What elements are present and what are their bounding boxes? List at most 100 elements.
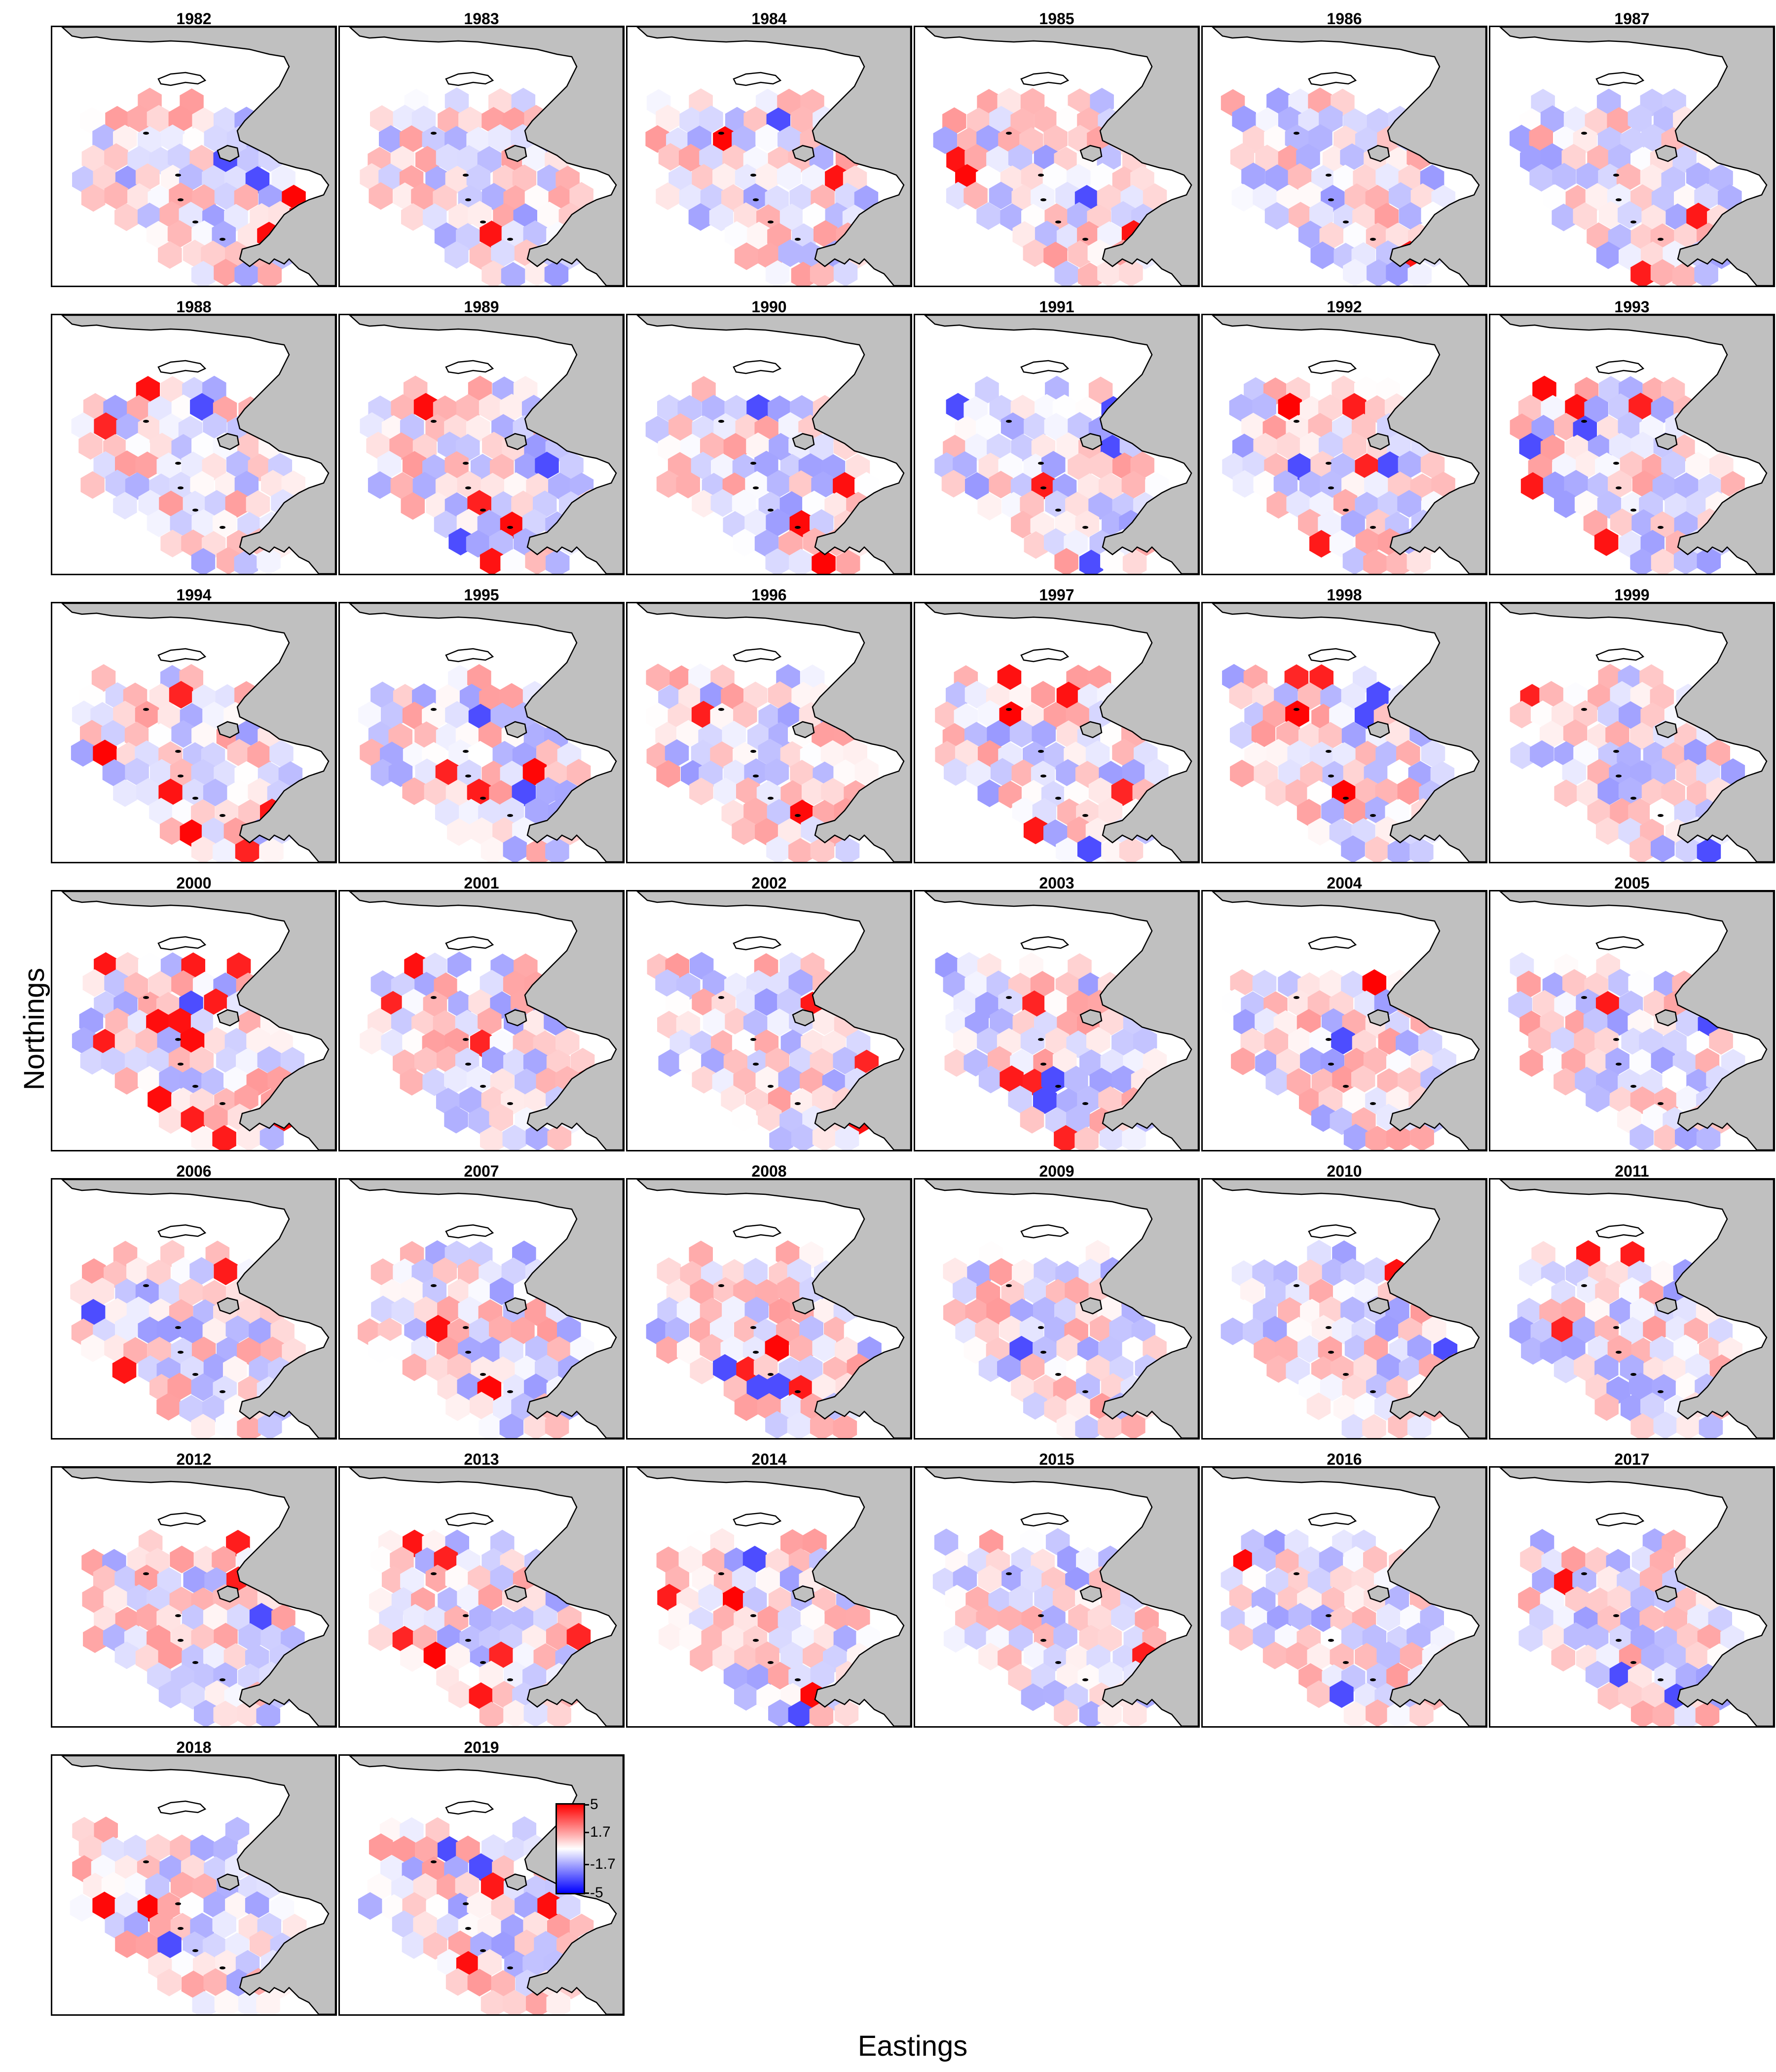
anomaly-cell <box>499 1413 524 1438</box>
anomaly-cell <box>83 1873 107 1901</box>
anomaly-cell <box>742 1586 767 1614</box>
anomaly-cell <box>522 758 547 786</box>
anomaly-cell <box>216 1046 240 1074</box>
anomaly-cell <box>360 163 384 191</box>
anomaly-cell <box>1576 1240 1600 1268</box>
anomaly-cell <box>1365 1257 1389 1285</box>
anomaly-cell <box>1052 1047 1077 1075</box>
anomaly-cell <box>1420 164 1444 192</box>
anomaly-cell <box>1650 683 1674 711</box>
anomaly-cell <box>481 1872 505 1900</box>
anomaly-cell <box>369 182 393 210</box>
anomaly-cell <box>1090 451 1114 480</box>
anomaly-cell <box>833 259 858 286</box>
anomaly-cell <box>238 799 262 827</box>
anomaly-cell <box>953 451 977 479</box>
anomaly-cell <box>1695 1701 1720 1726</box>
anomaly-cell <box>191 1624 215 1652</box>
anomaly-cell <box>932 1567 957 1595</box>
land-mass <box>1212 603 1486 862</box>
anomaly-cell <box>844 1317 868 1345</box>
anomaly-cell <box>1285 700 1309 728</box>
anomaly-cell <box>1330 1107 1354 1135</box>
anomaly-cell <box>1588 472 1612 500</box>
anomaly-cell <box>987 720 1011 748</box>
anomaly-cell <box>156 1604 181 1632</box>
anomaly-cell <box>434 511 458 538</box>
anomaly-cell <box>1574 1027 1598 1055</box>
anomaly-cell <box>1264 125 1288 153</box>
anomaly-cell <box>400 1567 424 1595</box>
anomaly-cell <box>458 1296 482 1324</box>
anomaly-cell <box>1631 1546 1656 1574</box>
anomaly-cell <box>1285 779 1310 807</box>
anomaly-cell <box>1561 1296 1586 1324</box>
panel-year-title: 2012 <box>176 1450 212 1468</box>
anomaly-cell <box>1652 1702 1677 1726</box>
anomaly-cell <box>975 992 999 1019</box>
anomaly-cell <box>457 970 481 998</box>
anomaly-cell <box>1640 164 1665 192</box>
anomaly-cell <box>1652 1374 1676 1402</box>
land-mass <box>924 891 1198 1150</box>
islet <box>143 132 149 135</box>
anomaly-cell <box>393 105 417 133</box>
anomaly-cell <box>756 780 781 809</box>
map-svg <box>636 1468 911 1726</box>
anomaly-cell <box>444 1106 468 1134</box>
anomaly-cell <box>168 1046 193 1074</box>
islet <box>718 708 724 711</box>
islet <box>1616 1063 1622 1066</box>
anomaly-cell <box>1023 1392 1047 1420</box>
anomaly-cell <box>1651 758 1675 786</box>
anomaly-cell <box>1119 259 1143 286</box>
map-panel-1983 <box>338 26 625 287</box>
anomaly-cell <box>1333 1394 1358 1422</box>
islet <box>178 1351 184 1354</box>
anomaly-cell <box>1265 778 1290 807</box>
anomaly-cell <box>1365 796 1389 824</box>
anomaly-cell <box>526 838 551 862</box>
anomaly-cell <box>500 512 524 539</box>
islet <box>220 526 225 529</box>
islet <box>143 1284 149 1287</box>
anomaly-cell <box>459 1086 483 1114</box>
map-svg <box>349 1756 623 2014</box>
island <box>1020 1224 1070 1239</box>
anomaly-cell <box>280 1047 305 1075</box>
anomaly-cell <box>1597 491 1622 519</box>
anomaly-cell <box>259 1124 284 1150</box>
islet <box>143 708 149 711</box>
panel-year-title: 1999 <box>1614 586 1650 604</box>
islet <box>463 750 469 753</box>
anomaly-cell <box>555 1028 580 1056</box>
anomaly-cell <box>1610 508 1634 536</box>
islet <box>178 486 184 489</box>
anomaly-cell <box>170 1913 195 1941</box>
map-panel-1997 <box>914 602 1200 863</box>
anomaly-cell <box>179 1395 203 1423</box>
island <box>792 721 815 739</box>
map-panel-2016 <box>1201 1466 1487 1728</box>
anomaly-cell <box>1587 759 1612 787</box>
map-panel-2002 <box>626 890 912 1151</box>
anomaly-cell <box>1643 1104 1667 1132</box>
anomaly-cell <box>237 1414 261 1438</box>
anomaly-cell <box>1008 1085 1032 1113</box>
map-svg <box>636 603 911 862</box>
anomaly-cell <box>1598 163 1622 191</box>
island <box>1595 648 1645 663</box>
anomaly-cell <box>469 1604 493 1632</box>
islet <box>1343 1373 1349 1376</box>
anomaly-cell <box>513 1029 537 1057</box>
anomaly-cell <box>1616 163 1641 191</box>
anomaly-cell <box>1422 1316 1446 1344</box>
anomaly-cell <box>1229 1623 1253 1651</box>
anomaly-cell <box>964 681 989 709</box>
islet <box>1040 1351 1046 1354</box>
panel-year-title: 1994 <box>176 586 212 604</box>
anomaly-cell <box>963 1049 988 1077</box>
anomaly-cell <box>1278 759 1302 787</box>
island <box>157 1800 207 1815</box>
anomaly-cell <box>212 1546 236 1574</box>
